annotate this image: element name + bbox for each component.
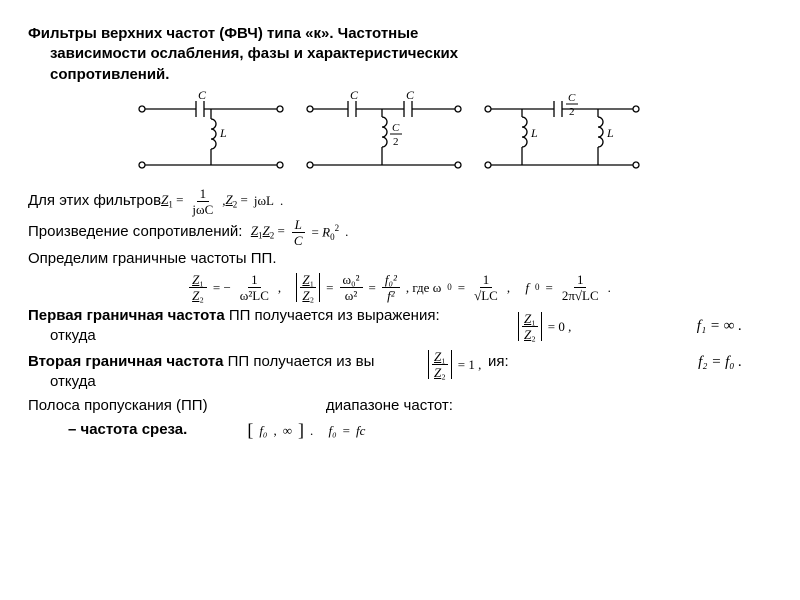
product-eq: Z1Z2 = LC = R02 .	[251, 218, 349, 247]
para3: Определим граничные частоты ПП.	[28, 249, 772, 269]
cutoff-line: – частота среза. [ f₀ , ∞ ] . f₀ = fс	[28, 418, 772, 442]
para6b: диапазоне частот:	[326, 397, 453, 414]
para4c: откуда	[28, 327, 96, 344]
circuit-3: C 2 L L	[482, 91, 642, 177]
para5b: ПП получается из вы	[223, 353, 374, 370]
c3-top-num: C	[568, 92, 576, 104]
filters-z-line: Для этих фильтров Z1 = 1jωC , Z2 = jωL .	[28, 187, 772, 216]
para6a: Полоса пропускания (ПП)	[28, 397, 208, 414]
ratio-eq0: = 0 ,	[548, 318, 572, 336]
para1-prefix: Для этих фильтров	[28, 191, 161, 211]
circuit-1: C L	[136, 91, 286, 177]
title-line3: сопротивлений.	[28, 65, 772, 85]
title-line2: зависимости ослабления, фазы и характери…	[28, 44, 772, 64]
c1-ind-label: L	[219, 126, 227, 140]
c3-top-den: 2	[569, 106, 575, 118]
passband-line: Полоса пропускания (ПП) диапазоне частот…	[28, 396, 772, 416]
z2-eq: Z2 = jωL .	[226, 191, 284, 211]
f1-eq: f₁ = ∞ .	[697, 316, 742, 336]
para4a: Первая граничная частота	[28, 307, 225, 324]
para5b2: ия:	[488, 352, 509, 372]
circuit-diagrams: C L C C C 2	[136, 91, 772, 177]
para5a: Вторая граничная частота	[28, 353, 223, 370]
para6c: – частота среза.	[68, 420, 187, 440]
chain-where: , где ω	[406, 279, 441, 297]
c3-l-right: L	[606, 126, 614, 140]
product-line: Произведение сопротивлений: Z1Z2 = LC = …	[28, 218, 772, 247]
c2-shunt-num: C	[392, 122, 400, 134]
para2: Произведение сопротивлений:	[28, 222, 242, 242]
ratio-eq1: = 1 ,	[458, 356, 482, 374]
second-boundary: Вторая граничная частота ПП получается и…	[28, 352, 772, 392]
circuit-2: C C C 2	[304, 91, 464, 177]
first-boundary: Первая граничная частота ПП получается и…	[28, 306, 772, 346]
f2-eq: f₂ = f₀ .	[698, 352, 742, 372]
c2-shunt-den: 2	[393, 136, 399, 148]
para4b: ПП получается из выражения:	[225, 307, 440, 324]
c3-l-left: L	[530, 126, 538, 140]
c1-cap-label: C	[198, 91, 207, 102]
chain-equation: Z₁Z₂ = − 1ω²LC , Z₁Z₂ = ω₀²ω² = f₀²f² , …	[28, 273, 772, 302]
c2-left-c: C	[350, 91, 359, 102]
title-line1: Фильтры верхних частот (ФВЧ) типа «к». Ч…	[28, 24, 772, 44]
para5c: откуда	[28, 373, 96, 390]
title: Фильтры верхних частот (ФВЧ) типа «к». Ч…	[28, 24, 772, 85]
c2-right-c: C	[406, 91, 415, 102]
z1-eq: Z1 = 1jωC ,	[161, 187, 225, 216]
